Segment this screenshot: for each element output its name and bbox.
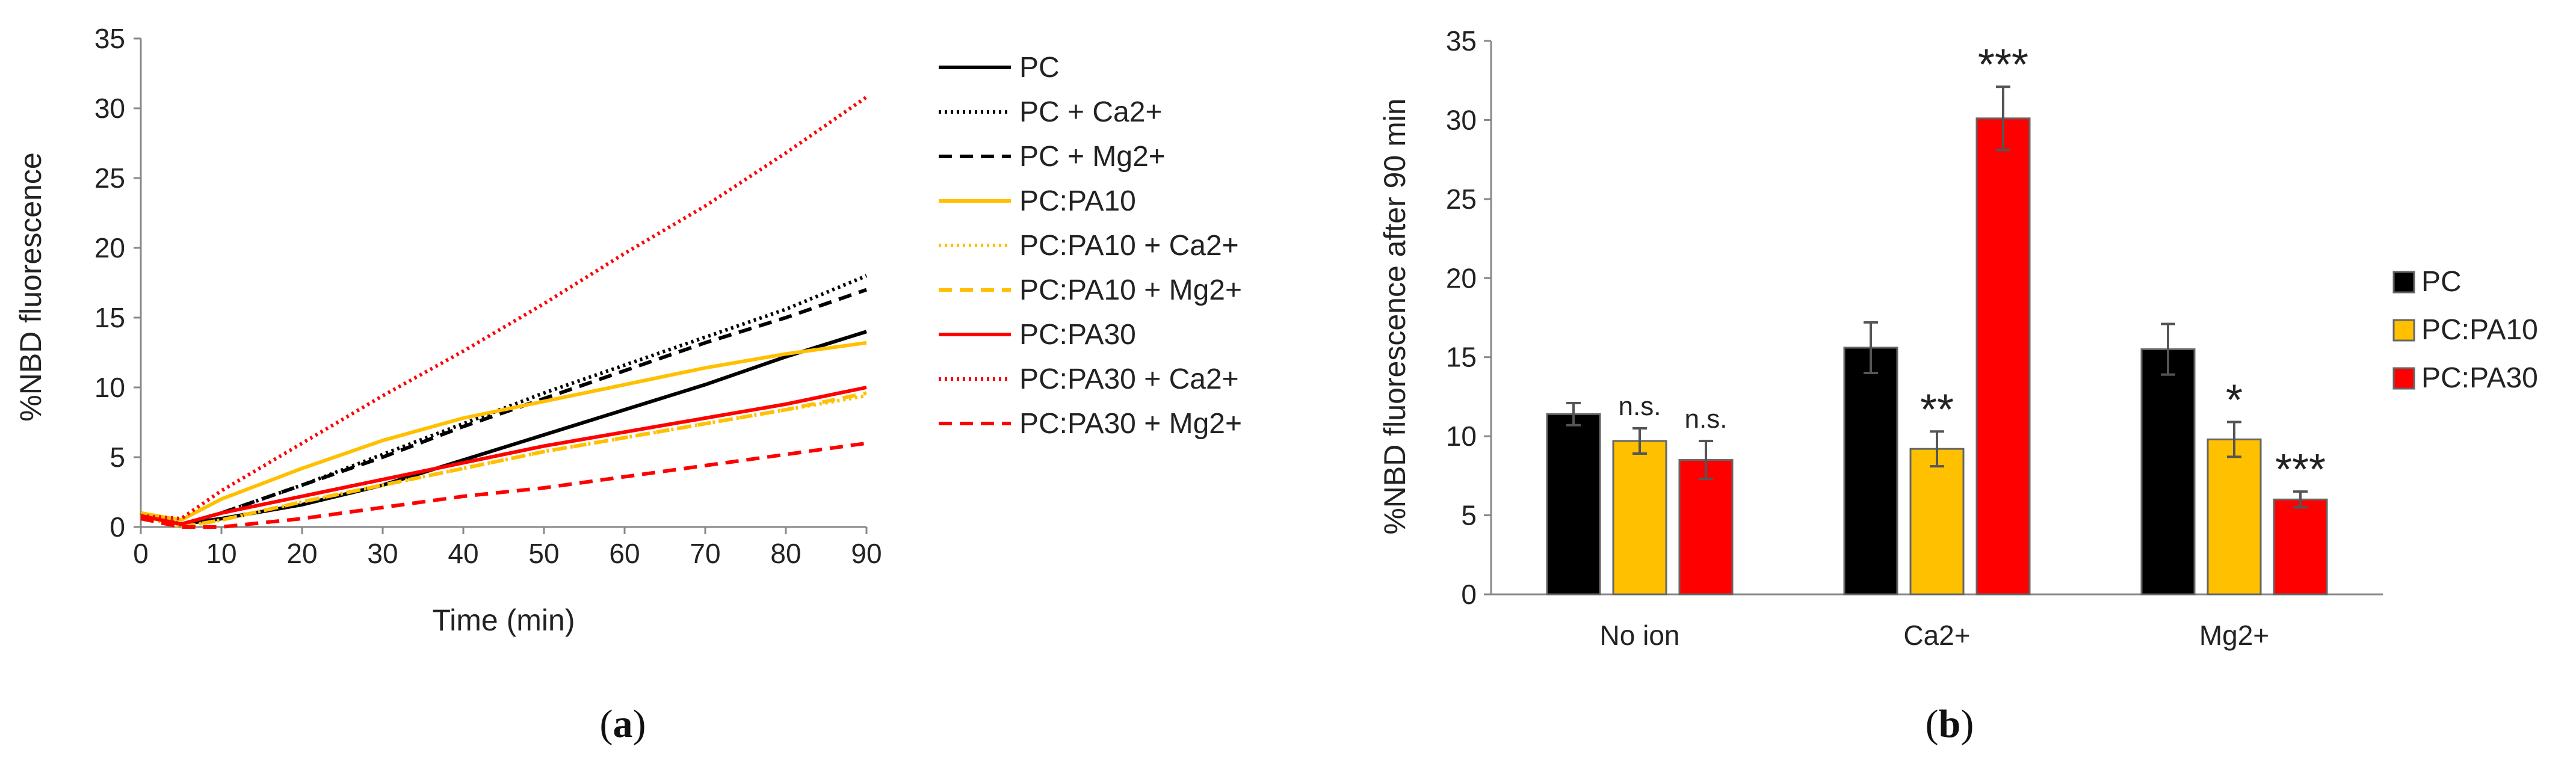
significance-labels-b: n.s. n.s. ********* bbox=[1619, 41, 2326, 494]
x-tick-label-a: 80 bbox=[770, 538, 801, 569]
legend-label-a-3: PC:PA10 bbox=[1019, 185, 1136, 217]
series-line-a-4 bbox=[140, 393, 867, 529]
y-tick-label-a: 10 bbox=[94, 372, 125, 403]
y-axis-label-a: %NBD fluorescence bbox=[14, 152, 48, 421]
y-tick-label-b: 20 bbox=[1446, 262, 1477, 294]
significance-label-b: n.s. bbox=[1619, 392, 1661, 421]
x-tick-label-a: 90 bbox=[851, 538, 882, 569]
legend-label-b-2: PC:PA30 bbox=[2421, 362, 2538, 394]
series-line-a-7 bbox=[140, 95, 868, 521]
bar-b-0-0 bbox=[1546, 413, 1601, 596]
legend-swatch-b-2 bbox=[2392, 367, 2415, 390]
y-tick-label-b: 10 bbox=[1446, 421, 1477, 452]
panel-caption-a: (a) bbox=[600, 702, 646, 746]
y-tick-label-a: 20 bbox=[94, 232, 125, 263]
y-tick-label-b: 15 bbox=[1446, 342, 1477, 373]
series-line-a-5 bbox=[140, 391, 867, 529]
y-tick-label-b: 25 bbox=[1446, 183, 1477, 215]
significance-label-b: *** bbox=[1978, 41, 2028, 89]
x-tick-label-a: 10 bbox=[206, 538, 236, 569]
bar-b-0-2 bbox=[1678, 459, 1734, 596]
x-tick-label-a: 70 bbox=[690, 538, 720, 569]
legend-label-a-6: PC:PA30 bbox=[1019, 319, 1136, 351]
legend-label-a-0: PC bbox=[1019, 52, 1060, 84]
panel-caption-b: (b) bbox=[1926, 702, 1974, 746]
legend-b: PC PC:PA10 PC:PA30 bbox=[2392, 266, 2538, 394]
panel-label-a: a bbox=[613, 702, 633, 746]
significance-label-b: ** bbox=[1920, 386, 1954, 434]
y-tick-label-b: 30 bbox=[1446, 104, 1477, 135]
category-label-b: Ca2+ bbox=[1903, 620, 1970, 651]
bar-b-1-0 bbox=[1843, 347, 1898, 596]
series-line-a-0 bbox=[140, 330, 867, 526]
bar-b-2-2 bbox=[2273, 498, 2328, 596]
legend-label-b-0: PC bbox=[2421, 266, 2462, 298]
x-tick-label-a: 60 bbox=[609, 538, 640, 569]
bar-b-1-1 bbox=[1909, 448, 1965, 596]
bar-b-0-1 bbox=[1612, 440, 1667, 596]
x-tick-label-a: 50 bbox=[528, 538, 559, 569]
x-tick-label-a: 0 bbox=[133, 538, 149, 569]
x-tick-label-a: 30 bbox=[367, 538, 398, 569]
series-lines-a bbox=[140, 95, 868, 529]
series-line-a-3 bbox=[140, 340, 867, 522]
y-tick-label-b: 5 bbox=[1461, 500, 1477, 531]
bars-b bbox=[1546, 117, 2328, 596]
legend-label-b-1: PC:PA10 bbox=[2421, 314, 2538, 346]
legend-label-a-7: PC:PA30 + Ca2+ bbox=[1019, 363, 1239, 395]
series-line-a-6 bbox=[140, 386, 867, 526]
tick-labels-a: 0 5 10 15 20 25 30 35 0 10 20 30 40 50 60 70 80 90 bbox=[94, 23, 882, 569]
bar-b-1-2 bbox=[1975, 117, 2031, 596]
y-tick-label-a: 0 bbox=[110, 511, 125, 543]
error-bars-b bbox=[1566, 85, 2308, 509]
x-tick-label-a: 40 bbox=[448, 538, 478, 569]
line-chart-panel-a: 0 5 10 15 20 25 30 35 0 10 20 30 40 50 60 70 80 90 %NBD f… bbox=[14, 23, 1242, 637]
legend-a: PC PC + Ca2+ PC + Mg2+ PC:PA10 PC:PA10 + Ca2… bbox=[939, 52, 1242, 440]
tick-labels-b: 0 5 10 15 20 25 30 35 No ion Ca2+ Mg2+ bbox=[1446, 25, 2269, 651]
bar-b-2-1 bbox=[2207, 438, 2262, 596]
x-tick-label-a: 20 bbox=[286, 538, 317, 569]
category-label-b: Mg2+ bbox=[2199, 620, 2269, 651]
legend-swatch-b-0 bbox=[2392, 271, 2415, 294]
x-axis-label-a: Time (min) bbox=[432, 603, 575, 637]
y-tick-label-b: 0 bbox=[1461, 579, 1477, 610]
bar-b-2-0 bbox=[2140, 348, 2196, 596]
significance-label-b: *** bbox=[2275, 446, 2326, 494]
series-line-a-1 bbox=[140, 274, 868, 526]
y-tick-label-b: 35 bbox=[1446, 25, 1477, 57]
significance-label-b: n.s. bbox=[1685, 404, 1728, 434]
y-tick-label-a: 30 bbox=[94, 93, 125, 124]
legend-swatch-b-1 bbox=[2392, 319, 2415, 342]
y-tick-label-a: 35 bbox=[94, 23, 125, 54]
y-tick-label-a: 5 bbox=[110, 442, 125, 473]
y-axis-label-b: %NBD fluorescence after 90 min bbox=[1378, 98, 1412, 534]
legend-label-a-4: PC:PA10 + Ca2+ bbox=[1019, 230, 1239, 262]
series-line-a-8 bbox=[140, 441, 867, 529]
legend-label-a-5: PC:PA10 + Mg2+ bbox=[1019, 274, 1242, 306]
y-tick-label-a: 15 bbox=[94, 302, 125, 333]
legend-label-a-8: PC:PA30 + Mg2+ bbox=[1019, 408, 1242, 440]
axes-a bbox=[134, 37, 868, 534]
legend-label-a-1: PC + Ca2+ bbox=[1019, 96, 1162, 128]
panel-label-b: b bbox=[1939, 702, 1961, 746]
significance-label-b: * bbox=[2226, 376, 2243, 424]
y-tick-label-a: 25 bbox=[94, 162, 125, 194]
category-label-b: No ion bbox=[1600, 620, 1680, 651]
legend-label-a-2: PC + Mg2+ bbox=[1019, 141, 1166, 173]
